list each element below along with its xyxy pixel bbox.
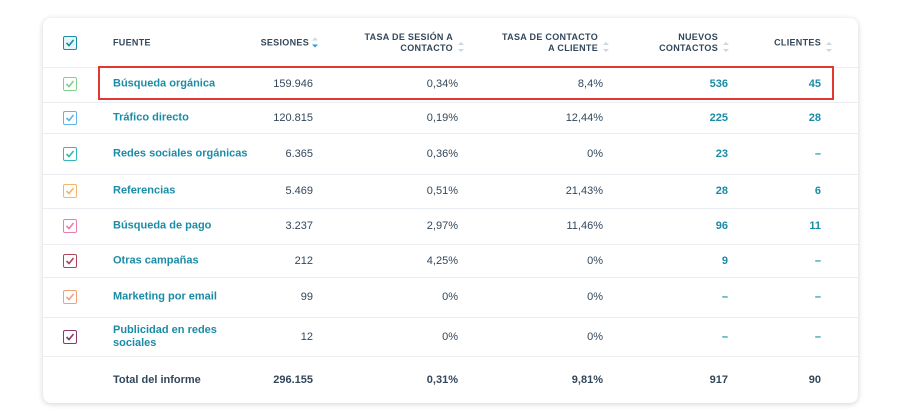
source-link[interactable]: Publicidad en redes sociales (113, 323, 217, 349)
sessions-value: 5.469 (285, 185, 313, 197)
new-contacts-link[interactable]: 225 (709, 111, 728, 124)
check-icon (65, 293, 75, 301)
session-rate-value: 0% (442, 330, 458, 343)
check-icon (65, 222, 75, 230)
source-link[interactable]: Búsqueda orgánica (113, 77, 216, 90)
session-rate-value: 4,25% (426, 254, 458, 267)
session-rate-value: 0,19% (426, 111, 458, 124)
header-session-rate[interactable]: TASA DE SESIÓN A CONTACTO (364, 31, 453, 53)
highlight-box (98, 66, 834, 100)
session-rate-value: 0,34% (426, 78, 458, 90)
new-contacts-link[interactable]: 96 (715, 220, 728, 232)
table-row: Publicidad en redes sociales 12 0% 0% – – (43, 317, 858, 357)
contact-rate-value: 0% (587, 330, 603, 343)
customers-link[interactable]: 11 (809, 220, 821, 232)
new-contacts-link[interactable]: 23 (715, 147, 728, 160)
table-row: Otras campañas 212 4,25% 0% 9 – (43, 244, 858, 278)
contact-rate-value: 11,46% (566, 220, 604, 232)
source-link[interactable]: Búsqueda de pago (113, 219, 212, 232)
table-row: Redes sociales orgánicas 6.365 0,36% 0% 23 – (43, 133, 858, 175)
report-table-card: FUENTE SESIONES TASA DE SESIÓN A CONTACT… (43, 18, 858, 403)
source-link[interactable]: Tráfico directo (113, 111, 189, 123)
sort-icon[interactable] (826, 42, 832, 52)
row-checkbox[interactable] (63, 329, 77, 344)
sort-desc-icon (312, 37, 318, 48)
check-icon (65, 38, 75, 47)
sort-icon[interactable] (723, 42, 729, 52)
sessions-value: 212 (294, 254, 313, 267)
header-source[interactable]: FUENTE (113, 37, 151, 47)
table-row: Tráfico directo 120.815 0,19% 12,44% 225 28 (43, 102, 858, 134)
check-icon (65, 187, 75, 195)
header-customers[interactable]: CLIENTES (774, 37, 821, 47)
row-checkbox[interactable] (63, 110, 77, 125)
contact-rate-value: 0% (587, 291, 603, 303)
check-icon (65, 149, 75, 158)
check-icon (65, 80, 75, 88)
row-checkbox[interactable] (63, 253, 77, 268)
contact-rate-value: 21,43% (565, 185, 603, 197)
sessions-value: 159.946 (273, 78, 313, 90)
source-link[interactable]: Referencias (113, 184, 176, 197)
source-link[interactable]: Marketing por email (113, 290, 217, 303)
table-row: Marketing por email 99 0% 0% – – (43, 277, 858, 318)
row-checkbox[interactable] (63, 184, 77, 198)
check-icon (65, 332, 75, 341)
new-contacts-link[interactable]: 9 (721, 254, 728, 267)
session-rate-value: 0,36% (426, 147, 458, 160)
total-contact-rate: 9,81% (571, 373, 603, 386)
total-new-contacts: 917 (709, 373, 728, 386)
header-contact-rate[interactable]: TASA DE CONTACTO A CLIENTE (502, 31, 598, 53)
new-contacts-link[interactable]: 28 (715, 185, 728, 197)
sessions-value: 6.365 (285, 147, 313, 160)
sessions-value: 99 (300, 291, 313, 303)
select-all-checkbox[interactable] (63, 35, 77, 50)
check-icon (65, 113, 75, 122)
sort-icon[interactable] (603, 42, 609, 52)
contact-rate-value: 0% (587, 254, 603, 267)
customers-link[interactable]: – (814, 254, 821, 267)
check-icon (65, 256, 75, 265)
customers-link[interactable]: – (814, 291, 821, 303)
new-contacts-link[interactable]: – (721, 291, 728, 303)
total-customers: 90 (808, 373, 821, 386)
customers-link[interactable]: 45 (808, 78, 821, 90)
row-checkbox[interactable] (63, 290, 77, 304)
customers-link[interactable]: – (814, 147, 821, 160)
row-checkbox[interactable] (63, 146, 77, 161)
sessions-value: 12 (300, 330, 313, 343)
new-contacts-link[interactable]: – (721, 330, 728, 343)
sessions-value: 120.815 (273, 111, 313, 124)
row-checkbox[interactable] (63, 77, 77, 91)
new-contacts-link[interactable]: 536 (709, 78, 728, 90)
contact-rate-value: 8,4% (577, 78, 603, 90)
customers-link[interactable]: 28 (808, 111, 821, 124)
session-rate-value: 2,97% (426, 220, 458, 232)
contact-rate-value: 12,44% (565, 111, 603, 124)
total-row: Total del informe 296.155 0,31% 9,81% 91… (43, 356, 858, 403)
header-new-contacts[interactable]: NUEVOS CONTACTOS (659, 31, 718, 53)
sort-icon[interactable] (458, 42, 464, 52)
table-row: Referencias 5.469 0,51% 21,43% 28 6 (43, 174, 858, 209)
customers-link[interactable]: – (814, 330, 821, 343)
session-rate-value: 0% (442, 291, 458, 303)
customers-link[interactable]: 6 (814, 185, 821, 197)
session-rate-value: 0,51% (426, 185, 458, 197)
total-sessions: 296.155 (273, 373, 313, 386)
total-session-rate: 0,31% (426, 373, 458, 386)
table-row: Búsqueda orgánica 159.946 0,34% 8,4% 536 45 (43, 66, 858, 103)
contact-rate-value: 0% (587, 147, 603, 160)
table-header-row: FUENTE SESIONES TASA DE SESIÓN A CONTACT… (43, 18, 858, 68)
sessions-value: 3.237 (285, 220, 313, 232)
header-sessions[interactable]: SESIONES (238, 37, 318, 48)
total-label: Total del informe (113, 373, 201, 386)
source-link[interactable]: Redes sociales orgánicas (113, 147, 248, 159)
source-link[interactable]: Otras campañas (113, 254, 199, 266)
table-row: Búsqueda de pago 3.237 2,97% 11,46% 96 11 (43, 208, 858, 245)
row-checkbox[interactable] (63, 219, 77, 233)
